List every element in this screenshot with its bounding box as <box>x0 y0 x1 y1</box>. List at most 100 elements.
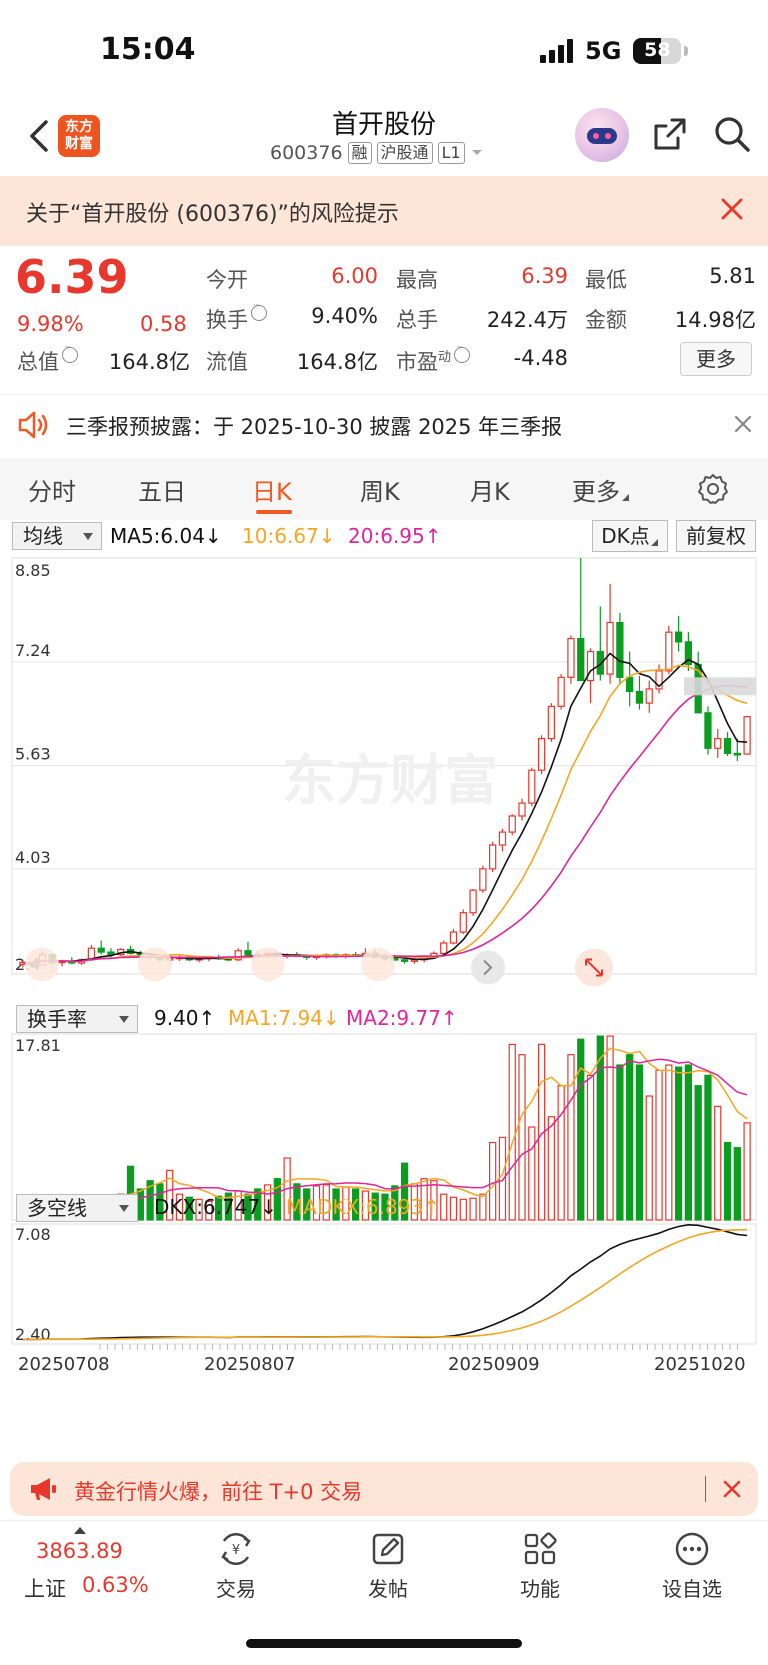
nav-post[interactable]: 发帖 <box>338 1529 438 1602</box>
status-time: 15:04 <box>100 32 196 67</box>
close-icon[interactable] <box>722 1479 742 1499</box>
turnover-bar <box>655 1069 663 1221</box>
turnover-ma2: MA2:9.77↑ <box>346 1006 458 1030</box>
nav-watchlist-label: 设自选 <box>662 1577 722 1601</box>
trade-icon: ¥ <box>221 1532 251 1566</box>
candle-up <box>665 631 673 672</box>
risk-banner-text[interactable]: 关于“首开股份 (600376)”的风险提示 <box>26 202 399 227</box>
close-icon[interactable] <box>732 413 754 435</box>
scroll-right-icon-bg <box>361 947 395 982</box>
fullscreen-icon[interactable] <box>575 948 613 987</box>
app-logo[interactable]: 东方 财富 <box>58 115 100 157</box>
turnover-bar <box>616 1064 624 1221</box>
x-tick-label: 20250909 <box>448 1354 540 1375</box>
expand-arrow-icon <box>74 1527 86 1534</box>
turnover-bar <box>567 1054 575 1221</box>
pe-label: 市盈动 <box>396 343 471 376</box>
tab-intraday[interactable]: 分时 <box>28 478 76 506</box>
risk-banner[interactable]: 关于“首开股份 (600376)”的风险提示 <box>0 176 768 246</box>
turnover-bar <box>665 1064 673 1221</box>
close-icon[interactable] <box>718 195 746 223</box>
k-line-chart[interactable]: 8.857.245.634.032.4东方财富 17.81 7.082.4020… <box>0 554 768 1414</box>
turnover-bar <box>557 1085 565 1221</box>
scroll-right-icon[interactable] <box>361 947 395 982</box>
tab-more[interactable]: 更多 <box>572 472 630 507</box>
candle-up <box>498 831 507 846</box>
turnover-bar <box>528 1126 536 1221</box>
back-icon[interactable] <box>22 116 58 156</box>
turnover-bar <box>469 1197 477 1221</box>
turnover-ma2-line <box>22 1058 748 1211</box>
fullscreen-arrows <box>585 958 603 977</box>
earnings-notice[interactable]: 三季报预披露：于 2025-10-30 披露 2025 年三季报 <box>0 394 768 454</box>
current-price: 6.39 <box>15 250 129 304</box>
scroll-left-icon[interactable] <box>251 947 285 982</box>
network-label: 5G <box>585 37 622 65</box>
dkx-selector[interactable]: 多空线 <box>16 1194 138 1222</box>
turnover-bar <box>489 1141 497 1221</box>
change-percent: 9.98% <box>17 312 84 336</box>
low-value: 5.81 <box>709 264 756 288</box>
tab-weekly-k[interactable]: 周K <box>360 478 400 506</box>
tab-monthly-k[interactable]: 月K <box>470 478 510 506</box>
promo-banner[interactable]: 黄金行情火爆，前往 T+0 交易 <box>10 1462 758 1516</box>
info-icon[interactable] <box>251 301 267 321</box>
info-icon[interactable] <box>62 343 78 363</box>
tab-daily-k[interactable]: 日K <box>252 478 292 506</box>
dropdown-caret-icon[interactable] <box>470 148 484 158</box>
more-button[interactable]: 更多 <box>680 342 752 376</box>
candle-up <box>537 737 546 771</box>
ma10-label: 10:6.67↓ <box>242 524 336 548</box>
candle-down <box>244 950 252 956</box>
nav-functions[interactable]: 功能 <box>490 1529 590 1602</box>
quote-panel: 6.39 9.98% 0.58 今开 6.00 最高 6.39 最低 5.81 … <box>0 246 768 386</box>
zoom-in-icon[interactable] <box>138 947 172 982</box>
y-tick-label: 4.03 <box>15 848 51 867</box>
turnover-bar <box>136 1188 144 1221</box>
dk-point-button[interactable]: DK点 <box>592 520 668 552</box>
dkx-label: DKX:6.747↓ <box>154 1195 277 1219</box>
info-icon[interactable] <box>454 343 471 363</box>
madkx-line <box>22 1228 748 1341</box>
volume-label: 总手 <box>396 308 438 332</box>
candle-down <box>400 959 409 962</box>
price-marker <box>684 677 756 696</box>
ma-selector[interactable]: 均线 <box>12 522 102 550</box>
candle-up <box>518 802 526 817</box>
turnover-bar <box>459 1198 467 1221</box>
turnover-bar <box>606 1035 614 1221</box>
turnover-bar <box>596 1035 604 1221</box>
turnover-bar <box>312 1185 321 1221</box>
x-tick-label: 20250708 <box>18 1354 110 1375</box>
caret-icon <box>622 494 629 501</box>
mcap-label: 总值 <box>17 343 78 376</box>
nav-trade[interactable]: ¥ 交易 <box>186 1529 286 1602</box>
turnover-bar <box>263 1184 272 1221</box>
share-icon[interactable] <box>650 114 690 154</box>
index-name: 上证 <box>24 1577 66 1601</box>
tab-five-day[interactable]: 五日 <box>138 478 186 506</box>
ai-assistant-avatar[interactable] <box>575 108 629 162</box>
megaphone-icon <box>31 1478 56 1500</box>
ma5-label: MA5:6.04↓ <box>110 524 222 548</box>
notice-text[interactable]: 三季报预披露：于 2025-10-30 披露 2025 年三季报 <box>66 415 563 439</box>
promo-text[interactable]: 黄金行情火爆，前往 T+0 交易 <box>74 1480 363 1504</box>
turnover-value: 9.40% <box>311 304 378 328</box>
turnover-selector[interactable]: 换手率 <box>16 1005 138 1033</box>
zoom-out-icon[interactable] <box>25 947 59 982</box>
turnover-bar <box>704 1074 712 1221</box>
candle-up <box>655 670 663 690</box>
search-icon[interactable] <box>712 114 752 154</box>
stock-subtitle[interactable]: 600376 融 沪股通 L1 <box>270 142 484 164</box>
turnover-bar <box>479 1193 487 1221</box>
adjust-button[interactable]: 前复权 <box>676 520 756 552</box>
float-value: 164.8亿 <box>296 350 378 374</box>
gear-icon[interactable] <box>696 472 730 506</box>
next-page-icon[interactable] <box>471 950 505 985</box>
index-ticker[interactable]: 3863.89 上证 0.63% <box>0 1521 170 1621</box>
turnover-bar <box>273 1178 281 1221</box>
candle-down <box>723 737 732 755</box>
turnover-bar <box>166 1169 174 1221</box>
nav-watchlist[interactable]: 设自选 <box>642 1529 742 1602</box>
pe-super: 动 <box>438 350 452 365</box>
